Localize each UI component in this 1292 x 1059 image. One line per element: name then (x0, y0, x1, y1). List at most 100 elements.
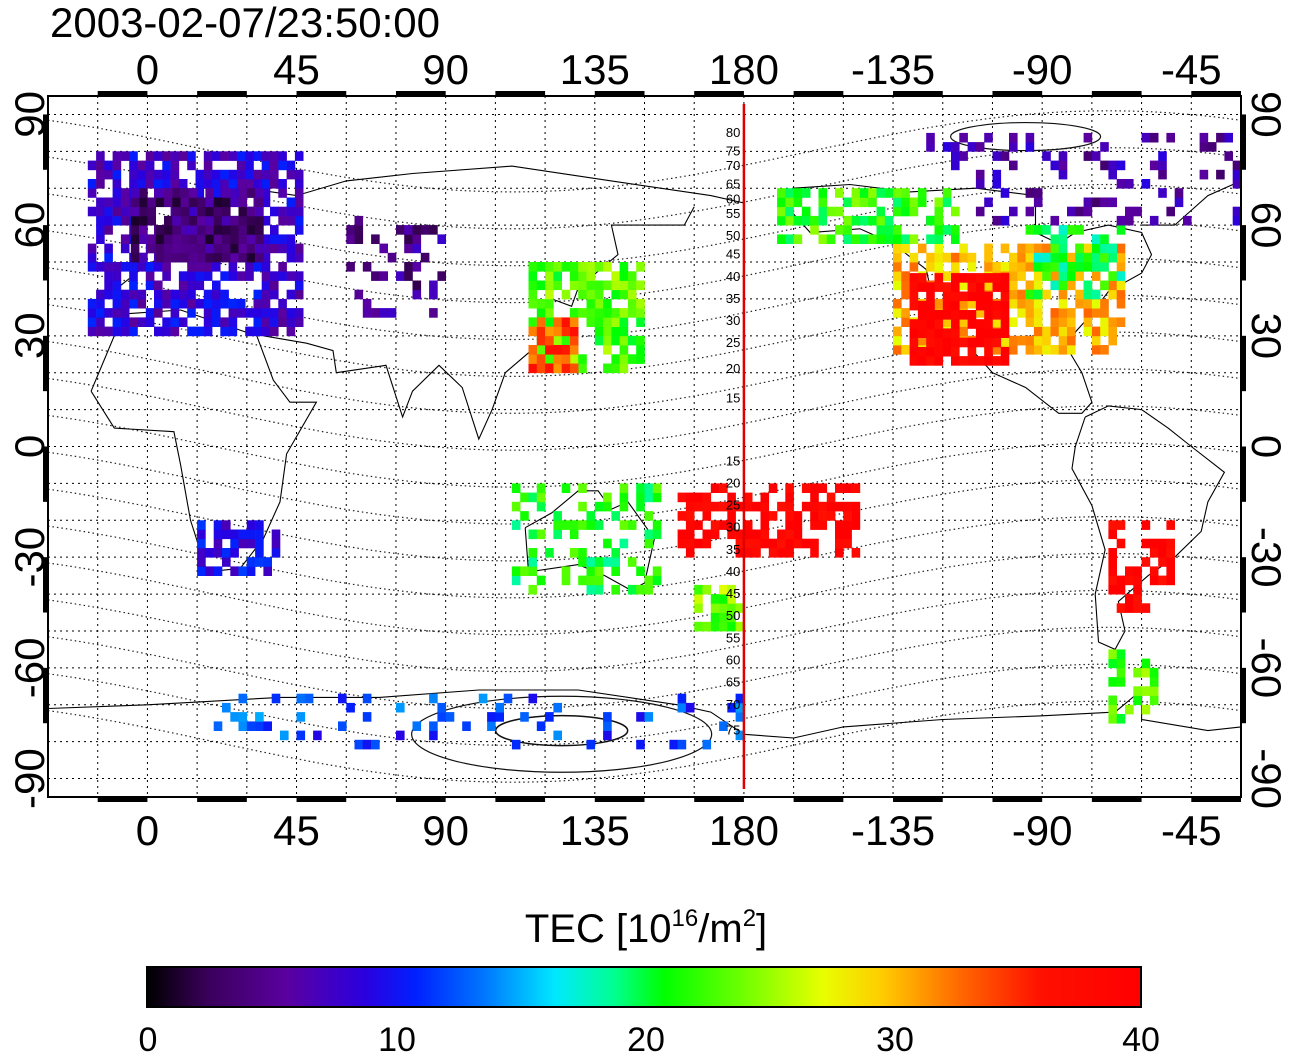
tec-cell (627, 280, 637, 291)
tec-cell (230, 252, 239, 263)
tec-cell (951, 282, 960, 292)
tec-cell (112, 326, 122, 337)
tec-cell (586, 298, 596, 309)
tec-cell (170, 151, 180, 161)
tec-cell (743, 548, 753, 558)
tec-cell (1141, 179, 1151, 189)
tec-cell (238, 225, 248, 235)
tec-cell (843, 529, 852, 540)
tec-cell (220, 169, 229, 180)
tec-cell (1009, 206, 1018, 217)
tec-cell (203, 326, 213, 337)
tec-cell (238, 712, 248, 722)
frame-tick-band (793, 91, 844, 96)
tec-cell (180, 206, 190, 217)
tec-cell (1000, 300, 1010, 311)
tec-cell (992, 215, 1002, 226)
tec-cell (727, 492, 736, 503)
tec-cell (1108, 326, 1117, 337)
tec-cell (404, 225, 413, 235)
tec-cell (1067, 225, 1076, 235)
tec-cell (528, 271, 538, 281)
tec-cell (727, 621, 736, 632)
tec-cell (636, 492, 645, 503)
tec-cell (719, 603, 728, 613)
tec-cell (1133, 686, 1142, 696)
tec-cell (112, 179, 122, 189)
tec-cell (112, 262, 122, 272)
tec-cell (154, 280, 163, 291)
tec-cell (1108, 317, 1117, 327)
tec-cell (528, 693, 538, 704)
tec-cell (545, 354, 554, 364)
tec-cell (261, 308, 271, 318)
tec-cell (130, 206, 140, 217)
tec-cell (545, 363, 554, 374)
tec-cell (1125, 575, 1134, 586)
magnetic-latitude-label: 60 (726, 191, 740, 206)
tec-cell (371, 271, 380, 281)
tec-cell (278, 151, 287, 161)
tec-cell (296, 693, 306, 704)
tec-cell (1125, 206, 1134, 217)
tec-cell (992, 282, 1002, 292)
lat-tick-label-left: 90 (6, 91, 53, 138)
tec-cell (719, 594, 728, 604)
tec-cell (487, 721, 496, 731)
tec-cell (735, 603, 745, 613)
tec-cell (893, 234, 902, 244)
tec-cell (87, 179, 97, 189)
tec-cell (1108, 557, 1117, 567)
tec-cell (934, 310, 944, 320)
frame-tick-band (43, 446, 48, 502)
tec-cell (253, 298, 263, 309)
frame-tick-band (1191, 797, 1241, 802)
tec-cell (429, 721, 438, 731)
tec-cell (96, 317, 105, 327)
tec-cell (178, 271, 188, 281)
tec-cell (487, 712, 496, 722)
tec-cell (437, 702, 446, 713)
lon-tick-label: 0 (136, 807, 159, 854)
frame-tick-band (296, 797, 347, 802)
tec-cell (203, 317, 213, 327)
tec-cell (909, 197, 919, 208)
tec-cell (727, 529, 736, 540)
tec-cell (245, 326, 254, 337)
tec-cell (246, 243, 256, 254)
tec-cell (934, 328, 944, 338)
tec-cell (261, 151, 271, 161)
tec-cell (603, 262, 612, 272)
tec-cell (984, 197, 993, 208)
tec-cell (553, 317, 562, 327)
tec-cell (826, 234, 836, 244)
tec-cell (801, 483, 811, 493)
tec-cell (112, 308, 122, 318)
tec-cell (917, 273, 927, 283)
tec-cell (170, 308, 180, 318)
tec-cell (278, 234, 287, 244)
tec-cell (147, 234, 156, 244)
tec-cell (553, 271, 562, 281)
tec-cell (1058, 243, 1068, 254)
magnetic-latitude-label: 45 (726, 586, 740, 601)
tec-cell (594, 280, 604, 291)
tec-cell (230, 712, 239, 722)
tec-cell (876, 234, 886, 244)
tec-cell (222, 234, 231, 244)
tec-cell (694, 538, 703, 549)
tec-cell (743, 520, 753, 530)
tec-cell (112, 317, 122, 327)
tec-cell (104, 289, 113, 300)
tec-cell (603, 492, 612, 503)
tec-cell (1091, 271, 1101, 281)
tec-cell (553, 345, 562, 355)
tec-cell (172, 206, 181, 217)
tec-cell (942, 300, 952, 311)
tec-cell (1083, 326, 1093, 337)
tec-cell (238, 721, 248, 731)
tec-cell (154, 179, 163, 189)
tec-cell (1116, 289, 1126, 300)
tec-cell (87, 326, 97, 337)
tec-cell (520, 492, 529, 503)
